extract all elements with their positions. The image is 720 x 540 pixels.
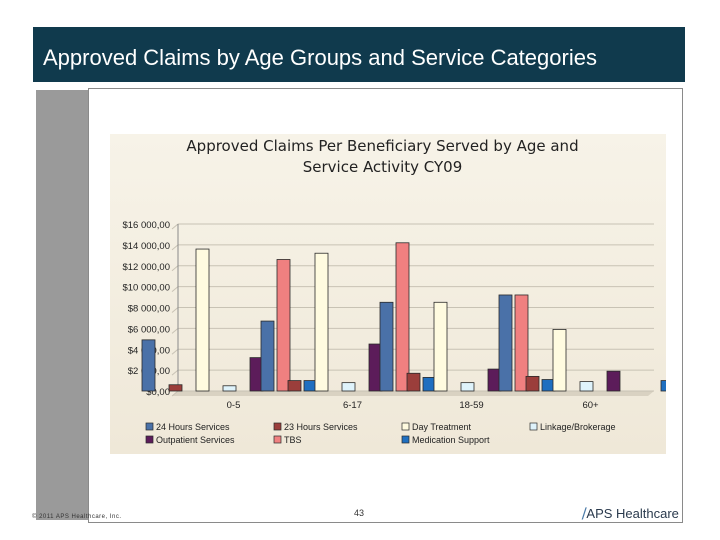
legend-label: Outpatient Services [156,435,235,445]
y-gridline-depth [171,286,179,293]
y-tick-label: $8 000,00 [128,304,170,315]
y-gridline-depth [171,390,179,397]
chart-title-line-1: Approved Claims Per Beneficiary Served b… [186,137,579,155]
slide-title: Approved Claims by Age Groups and Servic… [43,45,597,70]
bar [276,259,291,392]
y-gridline-depth [171,244,179,251]
y-tick-label: $0,00 [146,387,170,398]
y-tick-label: $12 000,00 [122,262,170,273]
bar [433,301,448,392]
y-tick-label: $10 000,00 [122,283,170,294]
y-tick-label: $16 000,00 [122,220,170,231]
bar [606,370,621,392]
x-tick-label: 0-5 [227,400,241,411]
y-tick-label: $14 000,00 [122,241,170,252]
y-gridline-depth [171,307,179,313]
brand-logo: ⧸APS Healthcare [582,506,679,522]
legend-swatch [273,422,282,431]
bar [341,382,356,392]
chart-title-line-2: Service Activity CY09 [302,158,463,176]
y-tick-label: $6 000,00 [128,324,170,335]
bar [222,385,237,392]
chart-plot: $0,00$2 000,00$4 000,00$6 000,00$8 000,0… [122,220,666,445]
bar [395,242,410,392]
bar [552,329,567,392]
chart-title: Approved Claims Per Beneficiary Served b… [110,136,655,178]
bar [498,294,513,392]
legend-swatch [401,422,410,431]
legend-label: TBS [284,435,302,445]
x-tick-label: 6-17 [343,400,362,411]
legend-label: Medication Support [412,435,490,445]
logo-text: APS Healthcare [586,506,679,521]
legend-swatch [273,435,282,444]
bar [314,252,329,392]
y-gridline-depth [171,223,179,230]
y-gridline-depth [171,327,179,334]
legend-label: Day Treatment [412,422,472,432]
legend-swatch [145,435,154,444]
x-tick-label: 18-59 [459,400,483,411]
legend-swatch [145,422,154,431]
logo-mark-icon: ⧸ [582,506,587,521]
legend-swatch [401,435,410,444]
bar [406,372,421,392]
bar [525,375,540,392]
legend-label: 23 Hours Services [284,422,358,432]
page-number: 43 [354,508,365,518]
title-bar: Approved Claims by Age Groups and Servic… [33,27,685,82]
plot-floor [172,391,654,396]
bar [514,294,529,392]
bar [379,301,394,392]
bar [195,248,210,392]
legend-label: Linkage/Brokerage [540,422,616,432]
bar [260,320,275,392]
y-gridline-depth [171,265,179,272]
legend-label: 24 Hours Services [156,422,230,432]
bar [168,384,183,392]
bar [460,382,475,392]
bar [579,381,594,392]
chart-panel: Approved Claims Per Beneficiary Served b… [110,134,666,454]
bar [141,339,156,392]
legend-swatch [529,422,538,431]
x-tick-label: 60+ [582,400,599,411]
bar [660,380,666,392]
bar [287,380,302,392]
y-gridline-depth [171,369,179,376]
y-gridline-depth [171,348,179,355]
copyright-text: © 2011 APS Healthcare, Inc. [32,514,122,520]
left-accent-band [36,90,88,520]
